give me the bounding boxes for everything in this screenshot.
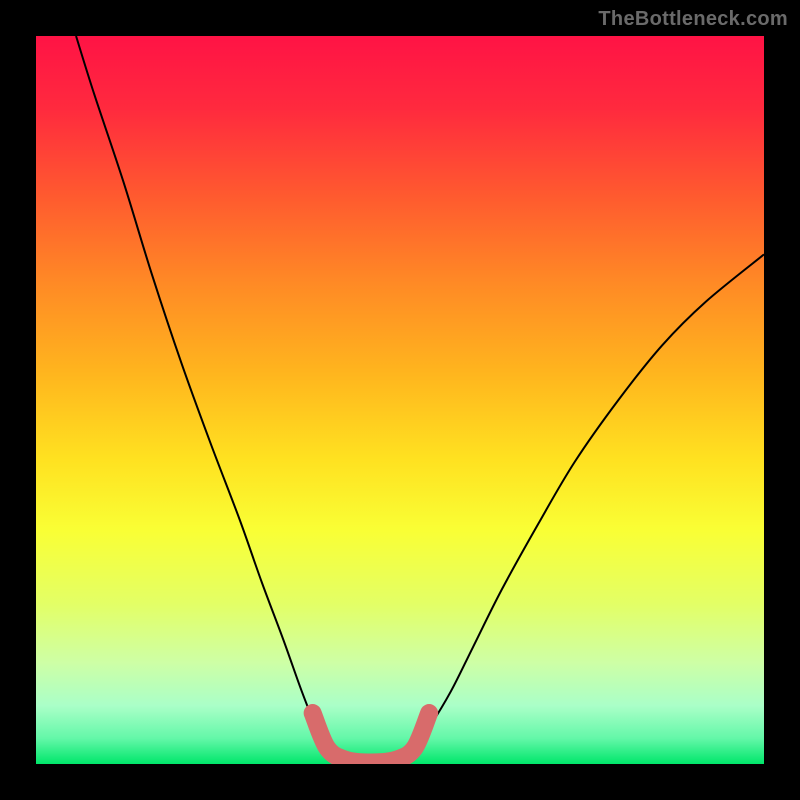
plot-area [36, 36, 764, 764]
chart-canvas: TheBottleneck.com [0, 0, 800, 800]
right-curve [415, 254, 764, 748]
watermark-text: TheBottleneck.com [598, 8, 788, 31]
curve-layer [36, 36, 764, 764]
valley-highlight [313, 713, 429, 763]
left-curve [76, 36, 327, 748]
